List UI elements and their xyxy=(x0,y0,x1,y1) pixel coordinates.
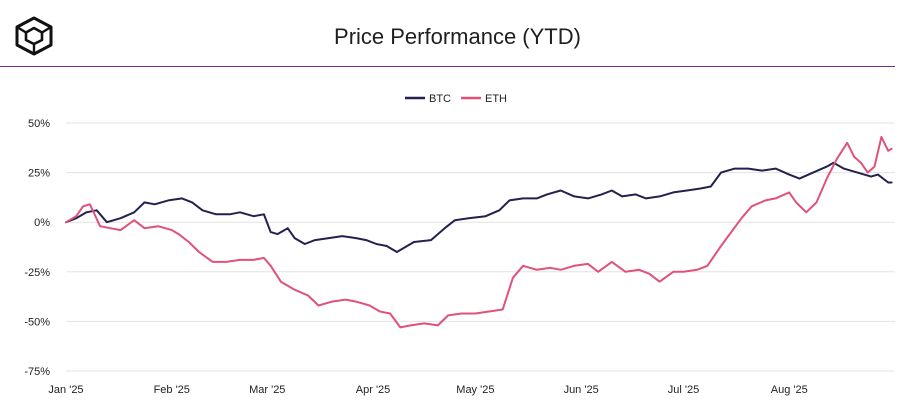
page-title: Price Performance (YTD) xyxy=(334,24,581,49)
series-lines xyxy=(65,135,893,329)
x-tick-label: Jul '25 xyxy=(668,384,699,396)
series-line-eth xyxy=(65,135,893,329)
y-tick-label: 0% xyxy=(34,217,50,229)
y-tick-label: -50% xyxy=(24,316,50,328)
y-tick-label: 50% xyxy=(28,118,50,130)
axis-labels: 50% 25% 0% -25% -50% -75% Jan '25 Feb '25 Mar '2… xyxy=(24,118,807,396)
series-line-btc xyxy=(65,161,893,253)
y-tick-label: -25% xyxy=(24,267,50,279)
grid-lines xyxy=(66,122,895,372)
x-tick-label: May '25 xyxy=(456,384,494,396)
x-tick-label: Mar '25 xyxy=(249,384,285,396)
y-tick-label: 25% xyxy=(28,168,50,180)
legend: BTC ETH xyxy=(405,93,507,105)
cube-logo-icon xyxy=(15,16,53,56)
x-tick-label: Jan '25 xyxy=(48,384,83,396)
x-tick-label: Apr '25 xyxy=(356,384,391,396)
legend-label: BTC xyxy=(429,93,451,105)
legend-label: ETH xyxy=(485,93,507,105)
y-tick-label: -75% xyxy=(24,366,50,378)
x-tick-label: Aug '25 xyxy=(771,384,808,396)
x-tick-label: Feb '25 xyxy=(154,384,190,396)
x-tick-label: Jun '25 xyxy=(564,384,599,396)
header-divider xyxy=(0,66,895,67)
legend-item-eth: ETH xyxy=(461,93,507,105)
legend-item-btc: BTC xyxy=(405,93,451,105)
